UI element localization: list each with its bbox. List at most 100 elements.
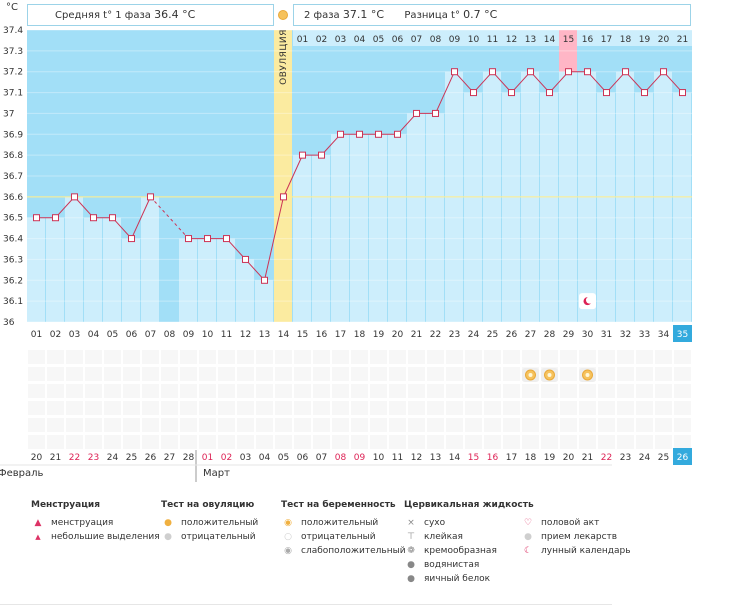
data-cell[interactable] [503,367,520,381]
data-cell[interactable] [85,384,102,398]
data-cell[interactable] [484,435,501,449]
data-cell[interactable] [199,367,216,381]
data-cell[interactable] [47,384,64,398]
temperature-point[interactable] [584,68,591,76]
temperature-point[interactable] [280,193,287,201]
data-cell[interactable] [66,401,83,415]
data-cell[interactable] [579,350,596,364]
data-cell[interactable] [465,418,482,432]
data-cell[interactable] [636,435,653,449]
data-cell[interactable] [446,435,463,449]
temperature-point[interactable] [546,89,553,97]
data-cell[interactable] [237,384,254,398]
data-cell[interactable] [541,384,558,398]
data-cell[interactable] [104,435,121,449]
temperature-point[interactable] [337,130,344,138]
temperature-point[interactable] [641,89,648,97]
temperature-point[interactable] [660,68,667,76]
data-cell[interactable] [408,350,425,364]
data-cell[interactable] [674,418,691,432]
data-cell[interactable] [104,367,121,381]
data-cell[interactable] [636,384,653,398]
data-cell[interactable] [636,367,653,381]
data-cell[interactable] [180,418,197,432]
data-cell[interactable] [294,418,311,432]
data-cell[interactable] [351,350,368,364]
data-cell[interactable] [560,435,577,449]
data-cell[interactable] [579,435,596,449]
data-cell[interactable] [408,401,425,415]
data-cell[interactable] [161,418,178,432]
data-cell[interactable] [332,384,349,398]
data-cell[interactable] [332,367,349,381]
data-cell[interactable] [484,384,501,398]
data-cell[interactable] [104,418,121,432]
temperature-point[interactable] [394,130,401,138]
data-cell[interactable] [522,435,539,449]
temperature-point[interactable] [603,89,610,97]
data-cell[interactable] [465,435,482,449]
temperature-point[interactable] [71,193,78,201]
data-cell[interactable] [427,401,444,415]
data-cell[interactable] [351,367,368,381]
data-cell[interactable] [66,350,83,364]
data-cell[interactable] [313,367,330,381]
data-cell[interactable] [598,418,615,432]
data-cell[interactable] [617,367,634,381]
data-cell[interactable] [560,401,577,415]
data-cell[interactable] [598,384,615,398]
data-cell[interactable] [617,384,634,398]
temperature-point[interactable] [299,151,306,159]
data-cell[interactable] [484,350,501,364]
data-cell[interactable] [218,435,235,449]
data-cell[interactable] [85,418,102,432]
data-cell[interactable] [237,435,254,449]
temperature-point[interactable] [52,214,59,222]
temperature-point[interactable] [413,109,420,117]
data-cell[interactable] [427,435,444,449]
temperature-point[interactable] [33,214,40,222]
data-cell[interactable] [446,401,463,415]
data-cell[interactable] [161,384,178,398]
data-cell[interactable] [218,401,235,415]
temperature-point[interactable] [565,68,572,76]
data-cell[interactable] [541,401,558,415]
data-cell[interactable] [28,384,45,398]
data-cell[interactable] [560,418,577,432]
data-cell[interactable] [142,418,159,432]
data-cell[interactable] [389,435,406,449]
data-cell[interactable] [465,384,482,398]
data-cell[interactable] [579,401,596,415]
temperature-point[interactable] [622,68,629,76]
data-cell[interactable] [218,418,235,432]
data-cell[interactable] [674,435,691,449]
data-cell[interactable] [256,367,273,381]
data-cell[interactable] [408,435,425,449]
data-cell[interactable] [674,384,691,398]
temperature-point[interactable] [527,68,534,76]
data-cell[interactable] [294,435,311,449]
data-cell[interactable] [294,401,311,415]
data-cell[interactable] [389,350,406,364]
data-cell[interactable] [313,435,330,449]
data-cell[interactable] [142,367,159,381]
data-cell[interactable] [655,384,672,398]
data-cell[interactable] [313,401,330,415]
data-cell[interactable] [351,435,368,449]
data-cell[interactable] [161,350,178,364]
data-cell[interactable] [427,350,444,364]
data-cell[interactable] [541,435,558,449]
data-cell[interactable] [180,435,197,449]
data-cell[interactable] [389,367,406,381]
data-cell[interactable] [199,384,216,398]
data-cell[interactable] [617,418,634,432]
data-cell[interactable] [275,401,292,415]
data-cell[interactable] [104,350,121,364]
data-cell[interactable] [503,418,520,432]
data-cell[interactable] [218,350,235,364]
data-cell[interactable] [199,401,216,415]
data-cell[interactable] [123,418,140,432]
data-cell[interactable] [256,435,273,449]
data-cell[interactable] [560,367,577,381]
temperature-point[interactable] [109,214,116,222]
